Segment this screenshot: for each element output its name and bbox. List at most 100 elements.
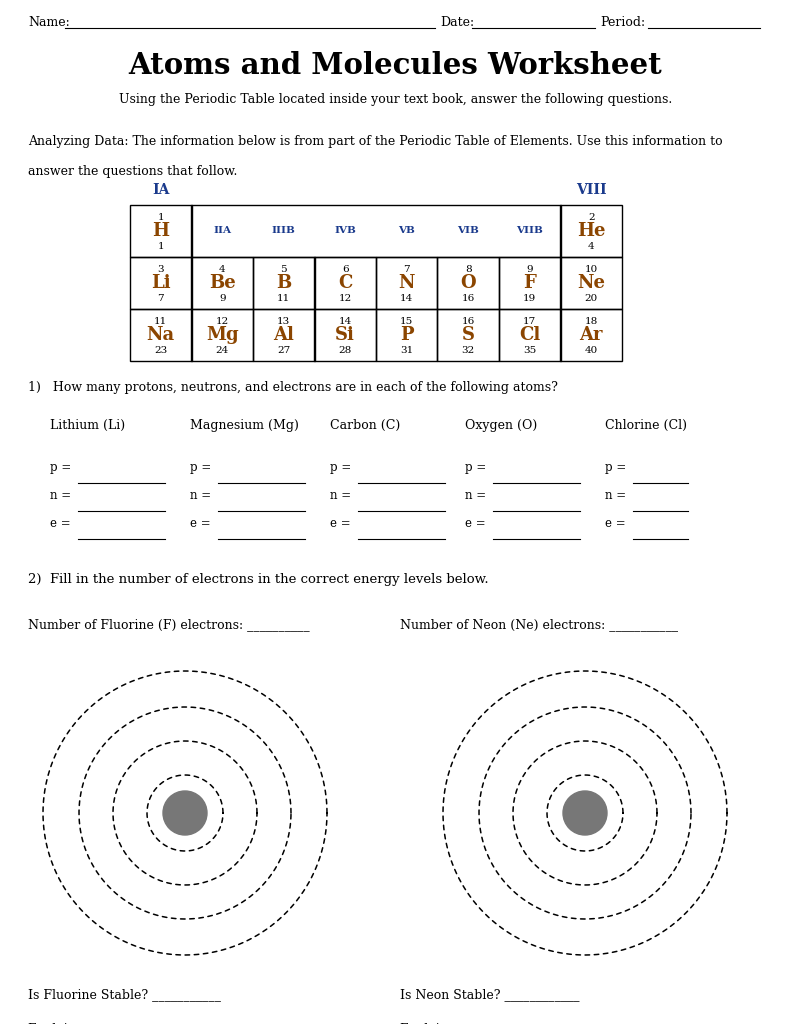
Text: answer the questions that follow.: answer the questions that follow.	[28, 165, 237, 178]
Bar	[130, 205, 191, 257]
Text: e =: e =	[330, 517, 350, 530]
Text: 11: 11	[154, 317, 168, 326]
Bar	[561, 257, 622, 309]
Text: VB: VB	[399, 226, 415, 236]
Text: IIA: IIA	[214, 226, 231, 236]
Text: Name:: Name:	[28, 15, 70, 29]
Text: 19: 19	[523, 294, 536, 303]
Text: 1)   How many protons, neutrons, and electrons are in each of the following atom: 1) How many protons, neutrons, and elect…	[28, 381, 558, 394]
Text: 7: 7	[157, 294, 164, 303]
Text: S: S	[462, 326, 475, 344]
Text: F: F	[524, 274, 536, 292]
Text: IIIB: IIIB	[272, 226, 296, 236]
Text: 4: 4	[588, 242, 595, 251]
Text: e =: e =	[190, 517, 210, 530]
Text: VIB: VIB	[457, 226, 479, 236]
Text: 9: 9	[219, 294, 225, 303]
Bar	[315, 309, 376, 361]
Text: 8: 8	[465, 265, 471, 274]
Text: 13: 13	[277, 317, 290, 326]
Text: IVB: IVB	[335, 226, 356, 236]
Text: 28: 28	[339, 346, 352, 355]
Text: Na: Na	[146, 326, 175, 344]
Text: Be: Be	[209, 274, 236, 292]
Text: 1: 1	[157, 213, 164, 222]
Text: Is Fluorine Stable? ___________: Is Fluorine Stable? ___________	[28, 988, 221, 1001]
Text: Magnesium (Mg): Magnesium (Mg)	[190, 419, 299, 432]
Bar	[437, 309, 499, 361]
Text: 31: 31	[400, 346, 414, 355]
Circle shape	[563, 791, 607, 835]
Text: 23: 23	[154, 346, 168, 355]
Text: p =: p =	[465, 461, 486, 474]
Bar	[130, 309, 191, 361]
Text: 10: 10	[585, 265, 598, 274]
Text: Cl: Cl	[519, 326, 540, 344]
Bar	[499, 257, 561, 309]
Text: VIIB: VIIB	[517, 226, 543, 236]
Text: e =: e =	[50, 517, 70, 530]
Text: 12: 12	[216, 317, 229, 326]
Text: 16: 16	[462, 294, 475, 303]
Text: n =: n =	[605, 489, 626, 502]
Bar	[376, 309, 437, 361]
Text: Carbon (C): Carbon (C)	[330, 419, 400, 432]
Bar	[561, 205, 622, 257]
Text: Analyzing Data: The information below is from part of the Periodic Table of Elem: Analyzing Data: The information below is…	[28, 135, 723, 148]
Text: Mg: Mg	[206, 326, 239, 344]
Text: N: N	[399, 274, 415, 292]
Text: 18: 18	[585, 317, 598, 326]
Text: Li: Li	[151, 274, 171, 292]
Text: 5: 5	[281, 265, 287, 274]
Text: 4: 4	[219, 265, 225, 274]
Text: Ar: Ar	[580, 326, 603, 344]
Text: p =: p =	[605, 461, 626, 474]
Text: Si: Si	[335, 326, 355, 344]
Text: 2: 2	[588, 213, 595, 222]
Text: 6: 6	[342, 265, 349, 274]
Bar	[315, 257, 376, 309]
Text: Atoms and Molecules Worksheet: Atoms and Molecules Worksheet	[129, 50, 662, 80]
Text: 35: 35	[523, 346, 536, 355]
Bar	[376, 257, 437, 309]
Text: p =: p =	[330, 461, 351, 474]
Bar	[130, 257, 191, 309]
Text: 14: 14	[400, 294, 414, 303]
Text: 16: 16	[462, 317, 475, 326]
Text: VIII: VIII	[576, 183, 607, 197]
Text: p =: p =	[50, 461, 71, 474]
Text: Number of Fluorine (F) electrons: __________: Number of Fluorine (F) electrons: ______…	[28, 618, 309, 631]
Bar	[191, 205, 561, 257]
Text: 17: 17	[523, 317, 536, 326]
Text: 20: 20	[585, 294, 598, 303]
Text: 14: 14	[339, 317, 352, 326]
Text: IA: IA	[152, 183, 169, 197]
Text: B: B	[276, 274, 291, 292]
Bar	[499, 309, 561, 361]
Bar	[561, 309, 622, 361]
Text: Period:: Period:	[600, 15, 645, 29]
Bar	[437, 257, 499, 309]
Text: 2)  Fill in the number of electrons in the correct energy levels below.: 2) Fill in the number of electrons in th…	[28, 573, 489, 586]
Text: Using the Periodic Table located inside your text book, answer the following que: Using the Periodic Table located inside …	[119, 93, 672, 106]
Text: 24: 24	[216, 346, 229, 355]
Text: 9: 9	[527, 265, 533, 274]
Text: 7: 7	[403, 265, 410, 274]
Text: 12: 12	[339, 294, 352, 303]
Text: 15: 15	[400, 317, 414, 326]
Text: e =: e =	[465, 517, 486, 530]
Text: 27: 27	[277, 346, 290, 355]
Bar	[253, 309, 315, 361]
Text: H: H	[152, 222, 169, 240]
Text: n =: n =	[465, 489, 486, 502]
Text: Is Neon Stable? ____________: Is Neon Stable? ____________	[400, 988, 580, 1001]
Text: Ne: Ne	[577, 274, 605, 292]
Text: Lithium (Li): Lithium (Li)	[50, 419, 125, 432]
Text: C: C	[338, 274, 353, 292]
Text: e =: e =	[605, 517, 626, 530]
Text: 32: 32	[462, 346, 475, 355]
Text: p =: p =	[190, 461, 211, 474]
Bar	[191, 309, 253, 361]
Text: Al: Al	[274, 326, 294, 344]
Text: Date:: Date:	[440, 15, 474, 29]
